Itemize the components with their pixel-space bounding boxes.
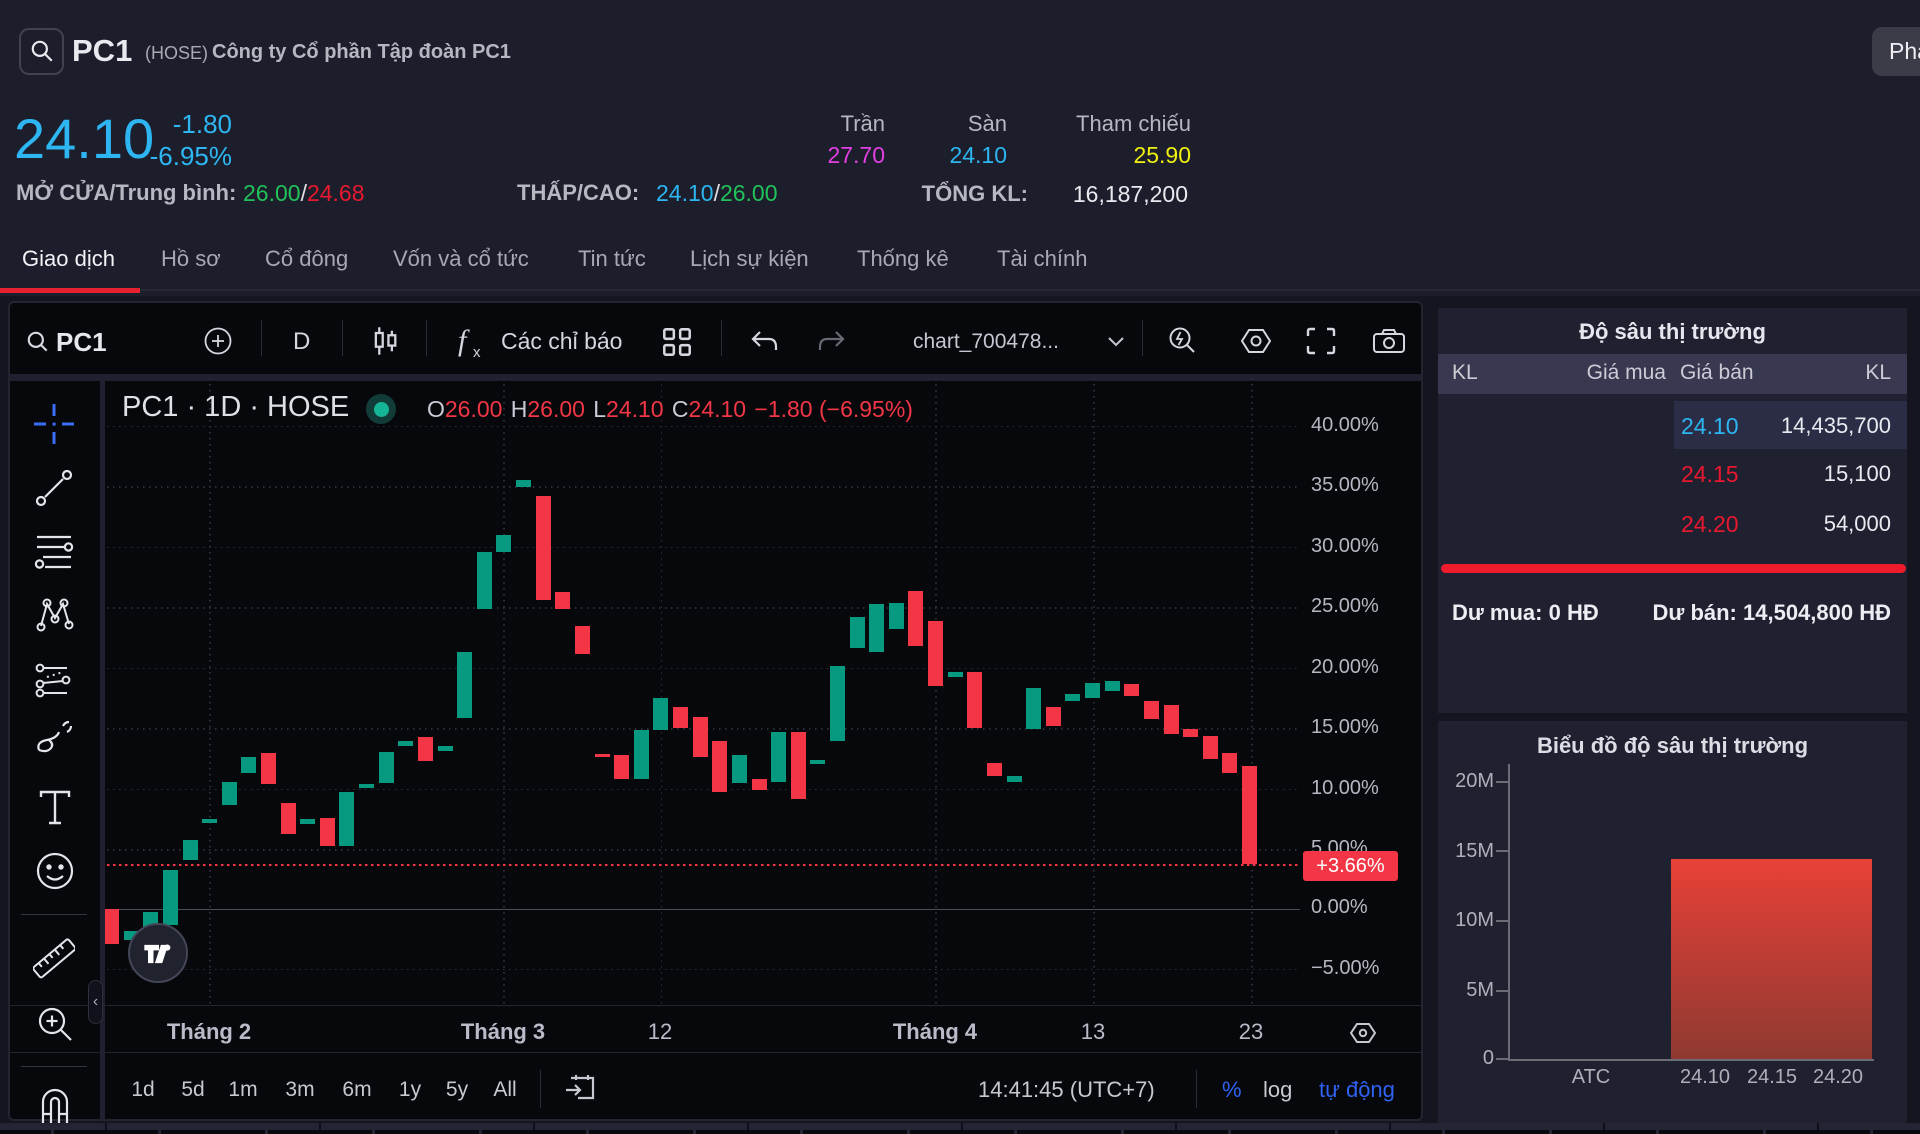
svg-text:x: x (473, 344, 481, 360)
svg-text:f: f (458, 324, 470, 357)
